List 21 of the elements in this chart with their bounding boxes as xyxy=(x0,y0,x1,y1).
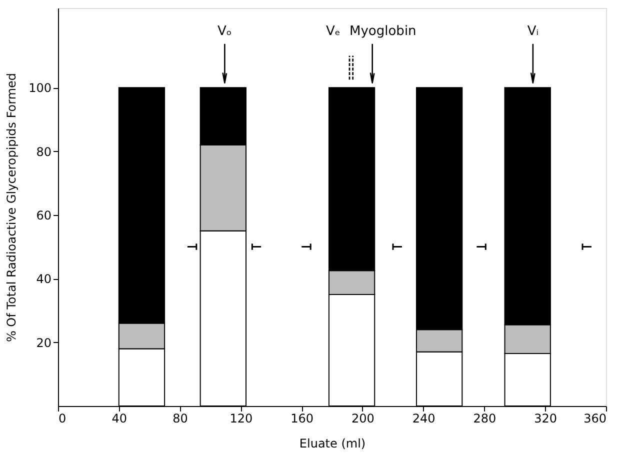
x-axis-title: Eluate (ml) xyxy=(299,436,366,450)
y-tick-label: 60 xyxy=(36,208,52,222)
y-tick-label: 100 xyxy=(28,81,52,96)
ref-line-label: Vᵢ xyxy=(527,24,539,40)
x-tick-label: 320 xyxy=(534,412,558,426)
x-tick-label: 280 xyxy=(473,412,496,426)
ref-line-label: Vₒ xyxy=(218,24,232,40)
x-tick-label: 160 xyxy=(290,412,314,426)
y-axis-title: % Of Total Radioactive Glyceropipids Formed xyxy=(4,72,19,342)
x-tick-label: 40 xyxy=(112,412,128,426)
y-tick-label: 20 xyxy=(36,336,52,350)
x-tick-label: 120 xyxy=(230,412,253,426)
y-tick-label: 40 xyxy=(36,272,52,286)
x-tick-label: 240 xyxy=(412,412,436,426)
x-tick-label: 0 xyxy=(58,412,66,426)
y-tick-label: 80 xyxy=(36,144,52,159)
ref-line-label: Myoglobin xyxy=(350,24,416,40)
x-tick-label: 360 xyxy=(584,412,606,426)
x-tick-label: 80 xyxy=(172,412,188,426)
ref-line-label: Vₑ xyxy=(326,24,340,40)
x-tick-label: 200 xyxy=(351,412,374,426)
